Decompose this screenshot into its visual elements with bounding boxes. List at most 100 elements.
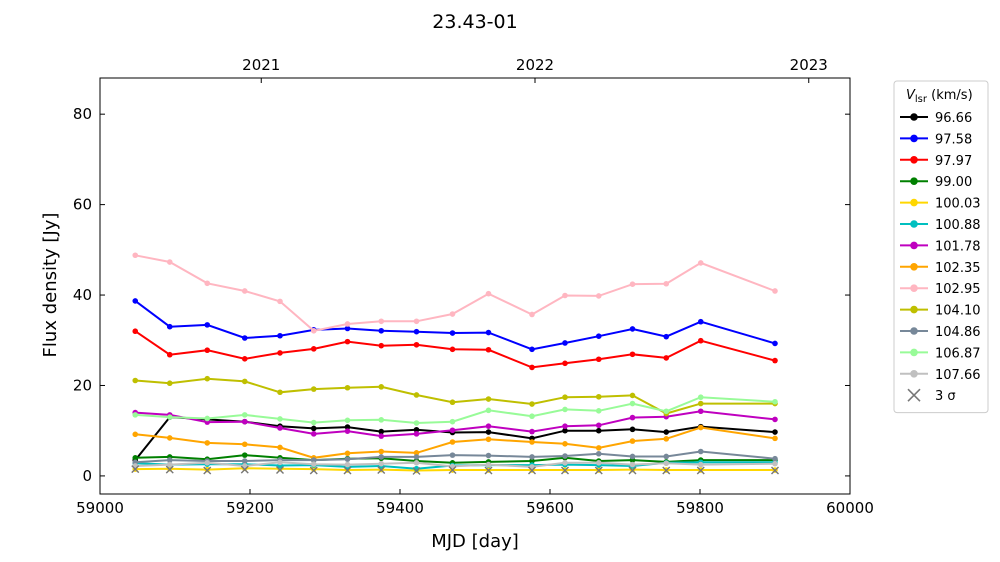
data-point — [241, 412, 248, 418]
chart-title: 23.43-01 — [432, 11, 517, 33]
data-point — [595, 450, 602, 457]
data-point — [485, 436, 492, 443]
sigma-marker — [628, 466, 637, 475]
data-point — [772, 460, 778, 467]
legend-item-104.86: 104.86 — [900, 325, 981, 340]
data-point — [663, 429, 670, 435]
data-point — [132, 455, 139, 461]
data-point — [663, 333, 670, 340]
sigma-marker — [203, 466, 212, 475]
data-point — [595, 445, 602, 451]
data-point — [663, 460, 670, 467]
series-line-97.58 — [134, 300, 776, 351]
legend-item-104.10: 104.10 — [900, 304, 981, 319]
data-point — [277, 425, 283, 431]
legend-marker — [910, 156, 918, 164]
x-axis-title: MJD [day] — [431, 531, 519, 552]
x-tick-label: 59400 — [376, 499, 424, 517]
data-point — [562, 441, 568, 447]
legend-label: 97.58 — [935, 132, 972, 147]
sigma-marker — [484, 466, 493, 475]
series-106.87 — [132, 394, 778, 426]
data-point — [166, 351, 173, 358]
data-point — [529, 428, 535, 435]
data-point — [241, 288, 248, 294]
x-tick-label: 60000 — [826, 499, 874, 517]
legend-marker — [910, 113, 918, 121]
data-point — [413, 450, 420, 456]
legend-label: 99.00 — [935, 175, 972, 190]
data-point — [344, 456, 351, 462]
top-x-tick-label: 2022 — [516, 56, 554, 74]
data-point — [204, 415, 211, 422]
data-point — [277, 416, 283, 422]
legend-item-97.58: 97.58 — [900, 132, 972, 147]
data-point — [529, 439, 535, 445]
legend-label: 101.78 — [935, 239, 981, 254]
data-point — [562, 460, 568, 466]
data-point — [166, 461, 173, 468]
data-point — [663, 408, 670, 415]
data-point — [413, 426, 420, 433]
series-line-101.78 — [135, 410, 776, 438]
series-line-106.87 — [135, 396, 776, 425]
data-point — [344, 384, 351, 391]
data-point — [595, 356, 602, 363]
data-point — [241, 418, 248, 425]
series-line-100.03 — [135, 467, 775, 472]
data-point — [697, 400, 704, 407]
legend-marker — [910, 284, 918, 293]
legend-item-100.88: 100.88 — [900, 218, 981, 233]
y-tick-label: 20 — [73, 376, 92, 394]
series-line-104.86 — [135, 450, 776, 464]
legend-title: Vlsr (km/s) — [906, 88, 973, 105]
sigma-marker — [561, 466, 569, 475]
data-point — [310, 431, 317, 437]
data-point — [344, 424, 351, 430]
data-point — [629, 426, 636, 433]
data-point — [562, 423, 568, 429]
data-point — [629, 351, 636, 358]
legend-marker — [910, 198, 918, 207]
data-point — [310, 457, 317, 463]
data-point — [204, 440, 211, 446]
x-tick-label: 59000 — [76, 499, 124, 517]
data-point — [277, 332, 283, 339]
data-point — [241, 378, 248, 385]
legend-marker — [910, 134, 918, 143]
y-axis-title: Flux density [Jy] — [40, 213, 61, 358]
data-point — [204, 460, 211, 466]
data-point — [310, 327, 317, 334]
data-point — [562, 406, 568, 413]
data-point — [413, 454, 420, 460]
data-point — [310, 419, 317, 426]
x-tick-label: 59800 — [676, 499, 724, 517]
series-102.95 — [132, 252, 778, 334]
data-point — [629, 438, 636, 444]
data-point — [449, 439, 456, 445]
data-point — [378, 417, 385, 423]
plot-frame — [99, 77, 851, 495]
data-point — [132, 298, 139, 304]
legend-label: 100.03 — [935, 197, 981, 212]
data-point — [449, 452, 456, 458]
data-point — [204, 280, 211, 287]
data-point — [772, 455, 778, 462]
legend-item-102.95: 102.95 — [900, 282, 981, 297]
series-line-102.95 — [135, 254, 776, 332]
data-point — [378, 342, 385, 349]
data-point — [697, 318, 704, 325]
data-point — [378, 428, 385, 435]
y-tick-label: 40 — [73, 286, 92, 304]
legend-marker — [910, 220, 918, 228]
data-point — [772, 398, 778, 405]
series-line-99.00 — [135, 454, 775, 464]
data-point — [529, 311, 535, 318]
data-point — [132, 252, 139, 259]
sigma-marker — [528, 466, 536, 475]
legend-label: 100.88 — [935, 218, 981, 233]
series-line-104.10 — [135, 377, 775, 415]
data-point — [697, 424, 704, 431]
data-point — [595, 460, 602, 466]
data-point — [166, 435, 173, 441]
